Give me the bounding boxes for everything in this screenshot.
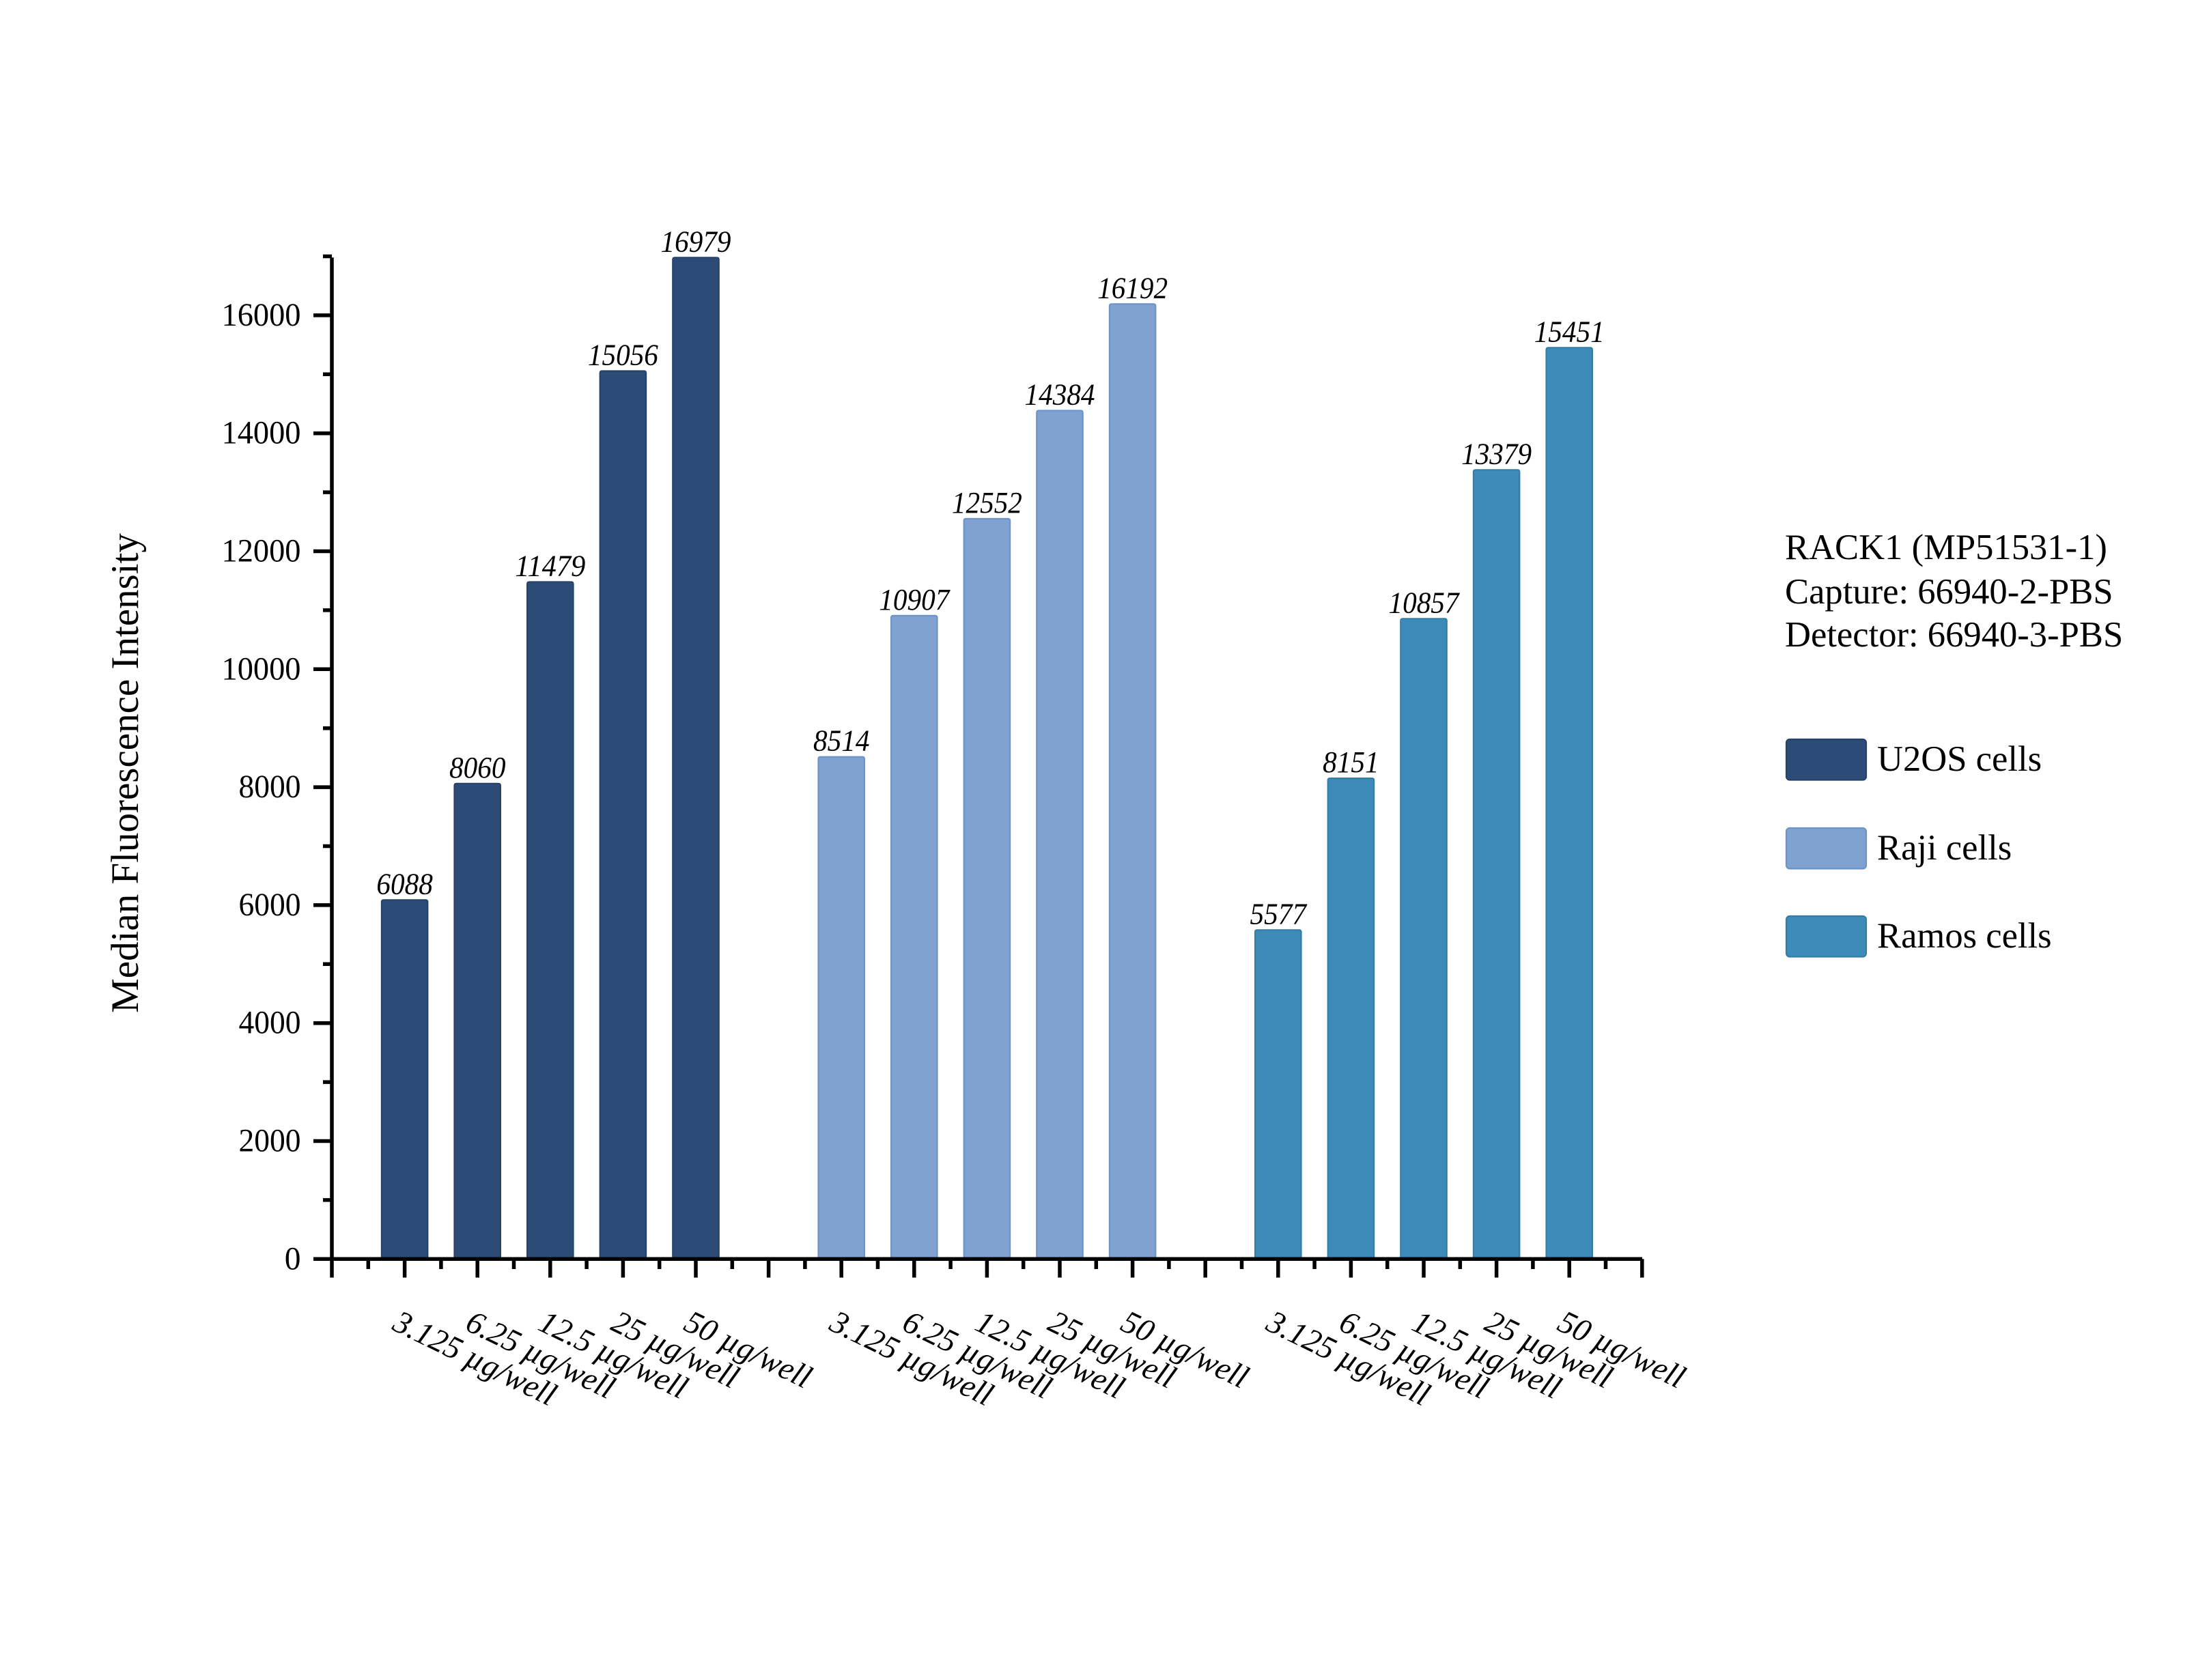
svg-text:Detector: 66940-3-PBS: Detector: 66940-3-PBS [1785,615,2123,655]
svg-text:10000: 10000 [222,651,301,687]
svg-text:11479: 11479 [515,550,585,583]
svg-text:8000: 8000 [239,769,301,805]
svg-text:10857: 10857 [1389,586,1461,619]
svg-text:4000: 4000 [239,1006,301,1041]
svg-text:15451: 15451 [1534,315,1605,348]
svg-text:2000: 2000 [239,1124,301,1159]
svg-text:8151: 8151 [1323,745,1379,779]
svg-text:14384: 14384 [1025,378,1095,412]
svg-text:6088: 6088 [376,867,433,900]
svg-text:Raji cells: Raji cells [1877,828,2012,868]
svg-text:RACK1 (MP51531-1): RACK1 (MP51531-1) [1785,528,2107,567]
svg-text:5577: 5577 [1250,897,1308,930]
svg-text:16000: 16000 [222,298,301,333]
svg-text:8514: 8514 [813,724,870,758]
svg-text:Ramos cells: Ramos cells [1877,916,2052,956]
svg-text:8060: 8060 [449,751,506,784]
svg-text:10907: 10907 [879,583,951,616]
svg-text:U2OS cells: U2OS cells [1877,739,2042,779]
svg-text:16192: 16192 [1097,271,1168,304]
svg-text:12000: 12000 [222,534,301,569]
svg-text:13379: 13379 [1461,437,1532,470]
svg-text:Capture: 66940-2-PBS: Capture: 66940-2-PBS [1785,572,2113,612]
svg-text:14000: 14000 [222,416,301,451]
svg-text:16979: 16979 [661,225,731,258]
svg-text:Median Fluorescence Intensity: Median Fluorescence Intensity [104,533,147,1013]
svg-text:6000: 6000 [239,887,301,923]
svg-text:15056: 15056 [588,339,658,372]
svg-text:0: 0 [285,1241,301,1277]
svg-text:12552: 12552 [952,486,1022,519]
